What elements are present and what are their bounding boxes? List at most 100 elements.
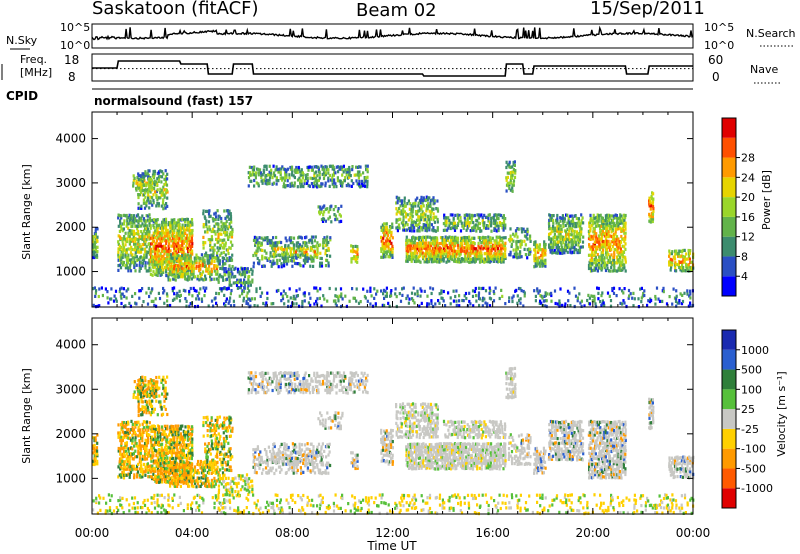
scatter-cell [509, 239, 512, 243]
scatter-cell [420, 241, 423, 246]
scatter-cell [214, 256, 217, 260]
scatter-cell [155, 233, 158, 237]
scatter-cell [599, 300, 602, 304]
scatter-cell [175, 234, 178, 238]
scatter-cell [482, 226, 486, 230]
scatter-cell [318, 212, 321, 216]
scatter-cell [396, 201, 399, 205]
scatter-cell [561, 251, 564, 255]
scatter-cell [157, 291, 160, 295]
scatter-cell [340, 204, 343, 208]
scatter-cell [499, 247, 502, 251]
scatter-cell [536, 289, 539, 293]
scatter-cell [422, 239, 425, 243]
scatter-cell [313, 174, 316, 178]
noise-right-label: N.Search [746, 27, 796, 40]
scatter-cell [164, 169, 167, 173]
scatter-cell [669, 257, 672, 261]
scatter-cell [327, 171, 330, 175]
scatter-cell [146, 172, 149, 176]
scatter-cell [515, 242, 518, 246]
scatter-cell [151, 218, 154, 222]
scatter-cell [505, 178, 508, 182]
scatter-cell [472, 226, 475, 230]
scatter-cell [618, 245, 621, 249]
scatter-cell [152, 299, 155, 303]
scatter-cell [247, 281, 250, 285]
scatter-cell [328, 215, 331, 219]
scatter-cell [255, 181, 258, 185]
scatter-cell [447, 226, 450, 230]
scatter-cell [574, 243, 577, 247]
scatter-cell [603, 261, 606, 265]
scatter-cell [415, 257, 418, 261]
scatter-cell [231, 232, 234, 236]
scatter-cell [425, 223, 428, 228]
scatter-cell [225, 215, 228, 219]
scatter-cell [121, 459, 124, 463]
scatter-cell [217, 249, 220, 253]
scatter-cell [618, 219, 621, 223]
scatter-cell [177, 241, 180, 245]
scatter-cell [174, 256, 177, 260]
scatter-cell [556, 240, 559, 244]
scatter-cell [302, 184, 305, 189]
scatter-cell [212, 227, 215, 231]
scatter-cell [480, 251, 483, 255]
scatter-cell [191, 244, 194, 248]
scatter-cell [209, 248, 212, 252]
scatter-cell [120, 214, 123, 218]
scatter-cell [151, 262, 154, 266]
scatter-cell [137, 449, 140, 453]
scatter-cell [262, 238, 265, 242]
scatter-cell [334, 287, 337, 291]
scatter-cell [263, 236, 266, 240]
scatter-cell [417, 215, 420, 219]
scatter-cell [563, 238, 566, 242]
scatter-cell [681, 269, 685, 273]
scatter-cell [414, 204, 417, 208]
scatter-cell [207, 267, 210, 271]
scatter-cell [221, 259, 224, 263]
scatter-cell [621, 244, 624, 248]
scatter-cell [128, 468, 131, 472]
scatter-cell [186, 223, 189, 227]
scatter-cell [618, 242, 621, 246]
scatter-cell [224, 216, 227, 220]
scatter-cell [563, 304, 566, 308]
scatter-cell [173, 297, 176, 301]
scatter-cell [140, 174, 143, 178]
scatter-cell [177, 236, 180, 240]
scatter-cell [508, 165, 511, 169]
scatter-cell [231, 253, 234, 257]
scatter-cell [124, 231, 127, 235]
scatter-cell [406, 223, 409, 227]
scatter-cell [162, 254, 165, 258]
scatter-cell [153, 169, 156, 173]
scatter-cell [559, 241, 562, 245]
scatter-cell [413, 301, 416, 305]
scatter-cell [273, 171, 276, 175]
scatter-cell [216, 229, 219, 234]
scatter-cell [440, 241, 443, 246]
scatter-cell [323, 204, 326, 208]
scatter-cell [122, 253, 125, 257]
scatter-cell [403, 223, 407, 227]
scatter-cell [138, 430, 141, 435]
scatter-cell [273, 247, 276, 251]
scatter-cell [340, 292, 343, 296]
scatter-cell [270, 264, 273, 268]
scatter-cell [394, 292, 397, 296]
scatter-cell [289, 241, 292, 245]
scatter-cell [485, 224, 489, 228]
scatter-cell [553, 250, 556, 254]
scatter-cell [165, 220, 168, 224]
scatter-cell [489, 236, 492, 240]
scatter-cell [208, 214, 211, 219]
scatter-cell [229, 304, 233, 308]
scatter-cell [621, 263, 624, 267]
scatter-cell [171, 236, 175, 241]
scatter-cell [599, 232, 602, 236]
scatter-cell [222, 222, 225, 226]
scatter-cell [117, 449, 120, 453]
